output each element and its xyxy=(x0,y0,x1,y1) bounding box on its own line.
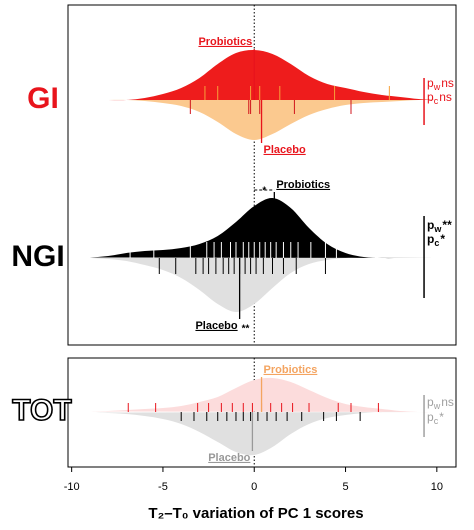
series-label: Probiotics xyxy=(276,179,330,191)
x-tick-label: 5 xyxy=(342,481,348,493)
stat-symbol: p xyxy=(427,410,434,424)
panel-frame xyxy=(67,357,457,468)
stat-mark: ns xyxy=(441,395,454,409)
x-tick-label: 0 xyxy=(251,481,257,493)
group-label: TOT xyxy=(12,394,71,427)
group-label: GI xyxy=(27,82,59,115)
density-area xyxy=(89,49,437,101)
stat-symbol: p xyxy=(427,76,434,90)
x-tick-label: -5 xyxy=(158,481,168,493)
x-tick-label: 10 xyxy=(431,481,443,493)
stat-label: pc* xyxy=(427,232,445,248)
stat-subscript: c xyxy=(434,416,439,426)
stat-mark: ns xyxy=(441,76,454,90)
stat-mark: ** xyxy=(442,218,452,232)
stat-mark: * xyxy=(439,410,444,424)
density-area xyxy=(89,257,437,312)
series-label: Placebo xyxy=(195,320,237,332)
series-label: Probiotics xyxy=(198,36,252,48)
stat-label: pw** xyxy=(427,218,452,234)
significance-label: ** xyxy=(242,324,250,335)
stat-symbol: p xyxy=(427,218,434,232)
density-area xyxy=(89,197,437,259)
stat-symbol: p xyxy=(427,232,434,246)
stat-label: pwns xyxy=(427,395,454,411)
stat-symbol: p xyxy=(427,90,434,104)
density-area xyxy=(89,411,437,456)
stat-subscript: w xyxy=(433,82,441,92)
density-area xyxy=(89,99,437,140)
stat-label: pcns xyxy=(427,90,452,106)
series-label: Placebo xyxy=(264,144,306,156)
group-label: NGI xyxy=(11,240,64,273)
stat-label: pwns xyxy=(427,76,454,92)
stat-subscript: c xyxy=(434,238,439,248)
stat-mark: ns xyxy=(439,90,452,104)
stat-symbol: p xyxy=(427,395,434,409)
stat-subscript: c xyxy=(434,96,439,106)
panel-frame xyxy=(67,4,457,346)
density-area xyxy=(89,377,437,413)
stat-label: pc* xyxy=(427,410,444,426)
series-label: Placebo xyxy=(208,452,250,464)
stat-subscript: w xyxy=(433,224,442,234)
series-label: Probiotics xyxy=(264,364,318,376)
significance-label: * xyxy=(262,186,266,197)
stat-mark: * xyxy=(440,232,445,246)
x-axis-label: T₂–T₀ variation of PC 1 scores xyxy=(148,505,363,522)
x-tick-label: -10 xyxy=(64,481,80,493)
stat-subscript: w xyxy=(433,401,441,411)
